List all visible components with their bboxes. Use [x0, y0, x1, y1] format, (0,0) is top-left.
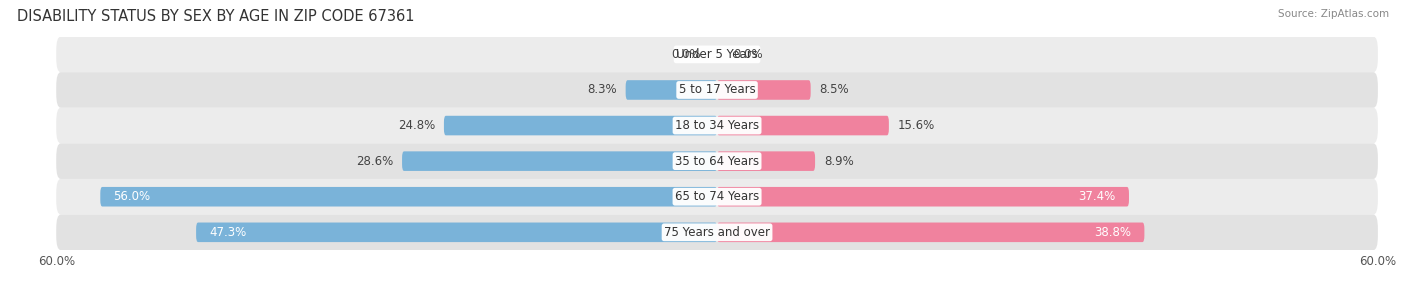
FancyBboxPatch shape [56, 108, 1378, 143]
FancyBboxPatch shape [717, 116, 889, 135]
FancyBboxPatch shape [717, 80, 811, 100]
Text: 18 to 34 Years: 18 to 34 Years [675, 119, 759, 132]
Text: 56.0%: 56.0% [114, 190, 150, 203]
Text: 24.8%: 24.8% [398, 119, 434, 132]
FancyBboxPatch shape [626, 80, 717, 100]
FancyBboxPatch shape [444, 116, 717, 135]
FancyBboxPatch shape [100, 187, 717, 206]
Text: DISABILITY STATUS BY SEX BY AGE IN ZIP CODE 67361: DISABILITY STATUS BY SEX BY AGE IN ZIP C… [17, 9, 415, 24]
Text: 75 Years and over: 75 Years and over [664, 226, 770, 239]
Text: Under 5 Years: Under 5 Years [676, 48, 758, 61]
FancyBboxPatch shape [56, 37, 1378, 72]
Text: 0.0%: 0.0% [734, 48, 763, 61]
Text: 35 to 64 Years: 35 to 64 Years [675, 155, 759, 168]
FancyBboxPatch shape [56, 72, 1378, 108]
Text: 5 to 17 Years: 5 to 17 Years [679, 84, 755, 96]
FancyBboxPatch shape [717, 151, 815, 171]
FancyBboxPatch shape [56, 179, 1378, 214]
Text: 28.6%: 28.6% [356, 155, 394, 168]
Text: 8.3%: 8.3% [588, 84, 617, 96]
Text: 8.9%: 8.9% [824, 155, 853, 168]
Text: 37.4%: 37.4% [1078, 190, 1116, 203]
FancyBboxPatch shape [402, 151, 717, 171]
FancyBboxPatch shape [717, 223, 1144, 242]
Text: 0.0%: 0.0% [671, 48, 700, 61]
FancyBboxPatch shape [195, 223, 717, 242]
Text: 47.3%: 47.3% [209, 226, 246, 239]
FancyBboxPatch shape [56, 143, 1378, 179]
Text: 65 to 74 Years: 65 to 74 Years [675, 190, 759, 203]
Text: Source: ZipAtlas.com: Source: ZipAtlas.com [1278, 9, 1389, 19]
Text: 38.8%: 38.8% [1094, 226, 1132, 239]
Text: 15.6%: 15.6% [897, 119, 935, 132]
FancyBboxPatch shape [56, 214, 1378, 250]
FancyBboxPatch shape [717, 187, 1129, 206]
Text: 8.5%: 8.5% [820, 84, 849, 96]
